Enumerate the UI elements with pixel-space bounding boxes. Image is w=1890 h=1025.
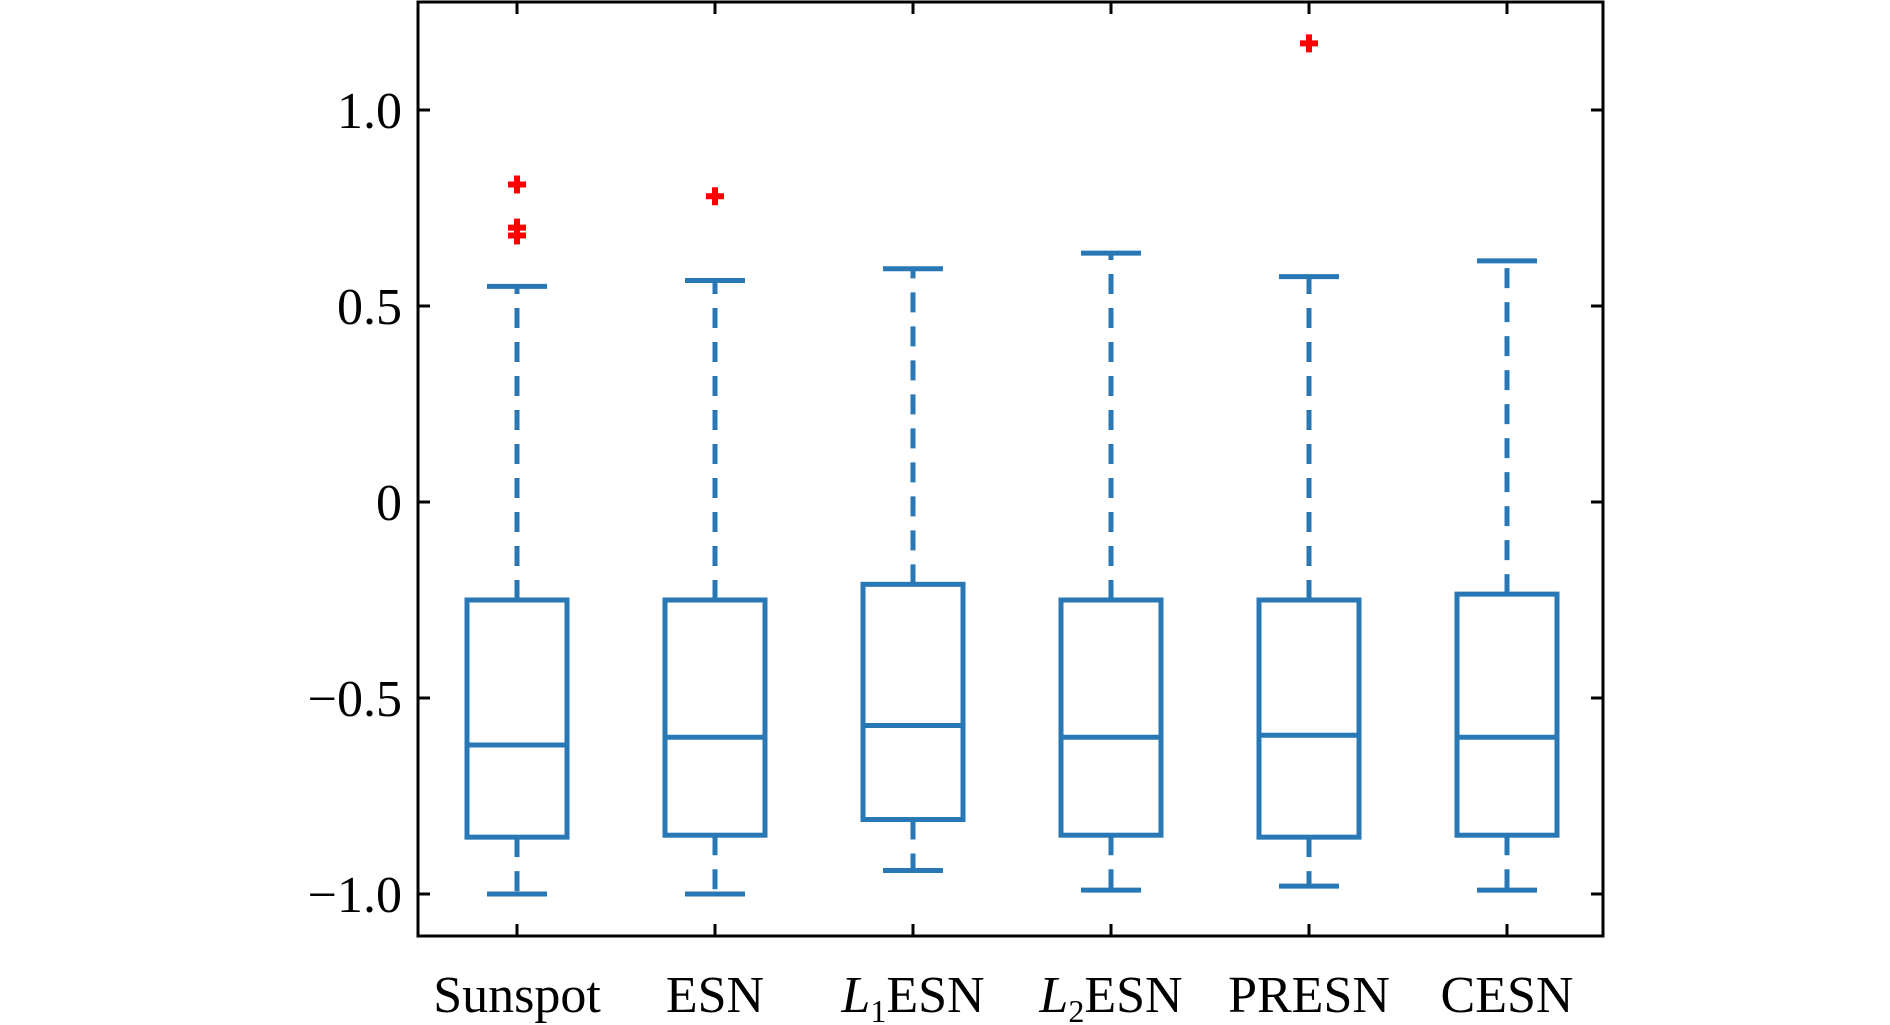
x-tick-label-l1esn: L1ESN xyxy=(840,967,984,1025)
outlier-marker xyxy=(508,175,526,194)
x-tick-label-esn: ESN xyxy=(666,967,764,1024)
x-tick-label-cesn: CESN xyxy=(1441,967,1574,1024)
y-axis: 1.0 0.5 0 −0.5 −1.0 xyxy=(308,83,1603,924)
box-group-esn xyxy=(662,187,768,897)
iqr-box xyxy=(662,597,768,838)
box-group-cesn xyxy=(1454,258,1560,893)
plot-frame xyxy=(416,0,1605,938)
y-tick-label: −1.0 xyxy=(308,867,402,924)
y-tick-label: 0.5 xyxy=(337,279,402,336)
box-group-sunspot xyxy=(464,175,570,897)
y-tick-label: −0.5 xyxy=(308,671,402,728)
box-group-presn xyxy=(1256,34,1362,889)
box-group-l2esn xyxy=(1058,250,1164,893)
x-tick-label-l2esn: L2ESN xyxy=(1038,967,1182,1025)
iqr-box xyxy=(1256,597,1362,840)
x-axis: Sunspot ESN L1ESN L2ESN PRESN CESN xyxy=(433,2,1573,1025)
iqr-box xyxy=(464,597,570,840)
x-tick-label-presn: PRESN xyxy=(1228,967,1390,1024)
box-group-l1esn xyxy=(860,266,966,873)
iqr-box xyxy=(860,581,966,823)
iqr-box xyxy=(1058,597,1164,838)
outlier-marker xyxy=(1300,34,1318,53)
y-tick-label: 1.0 xyxy=(337,83,402,140)
x-tick-label-sunspot: Sunspot xyxy=(433,967,601,1024)
outlier-marker xyxy=(508,226,526,245)
boxes-layer xyxy=(464,34,1560,897)
outlier-marker xyxy=(706,187,724,206)
iqr-box xyxy=(1454,591,1560,838)
y-tick-label: 0 xyxy=(376,475,402,532)
